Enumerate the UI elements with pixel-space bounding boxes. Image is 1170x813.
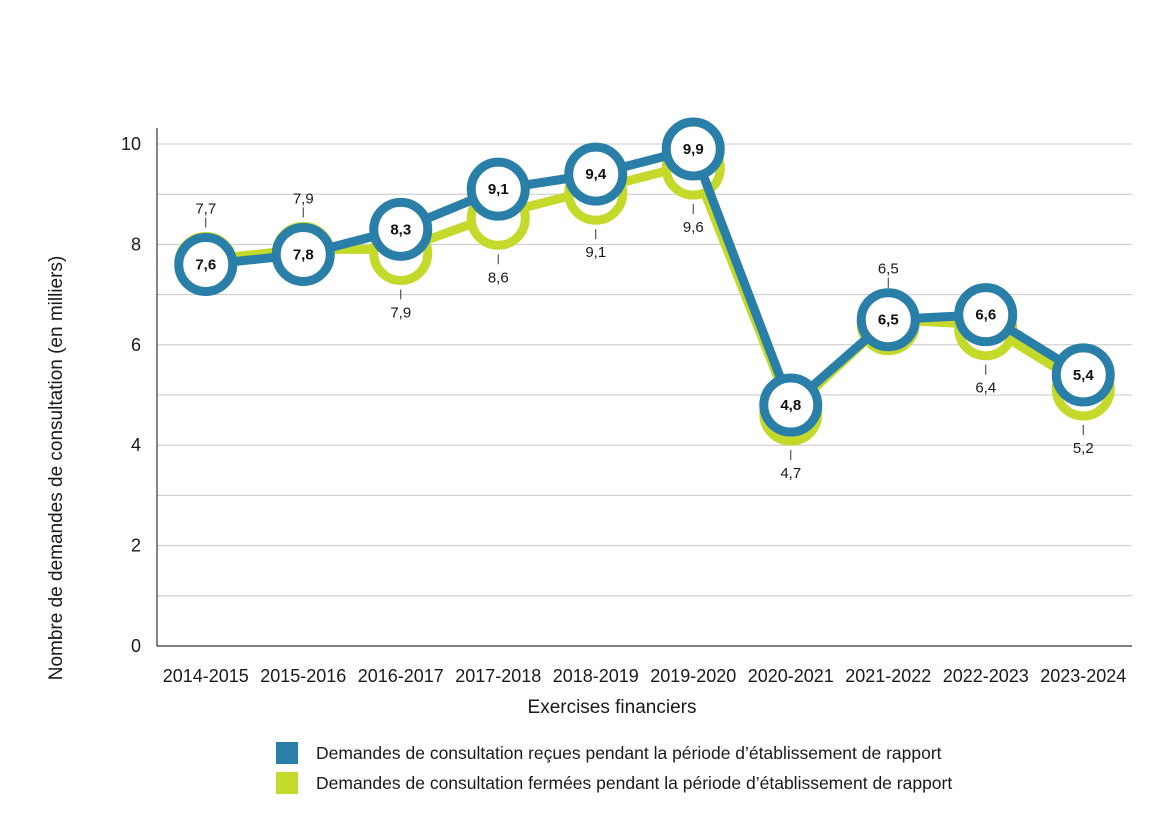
data-label-closed: 9,6 bbox=[683, 219, 704, 236]
data-label-closed: 9,1 bbox=[585, 244, 606, 261]
data-label-closed: 7,9 bbox=[293, 190, 314, 207]
y-tick-label: 0 bbox=[131, 636, 141, 656]
data-label-closed: 8,6 bbox=[488, 269, 509, 286]
legend-label-closed: Demandes de consultation fermées pendant… bbox=[316, 772, 953, 793]
data-label-closed: 6,5 bbox=[878, 261, 899, 278]
x-tick-label: 2023-2024 bbox=[1040, 666, 1126, 686]
marker-received bbox=[661, 117, 725, 181]
data-label-received: 5,4 bbox=[1073, 367, 1095, 384]
received-data-labels: 7,6 7,8 8,3 9,1 9,4 9,9 4,8 6,5 6,6 5,4 bbox=[195, 141, 1094, 414]
x-tick-label: 2018-2019 bbox=[553, 666, 639, 686]
x-tick-label: 2016-2017 bbox=[358, 666, 444, 686]
legend-item-received: Demandes de consultation reçues pendant … bbox=[276, 738, 952, 768]
data-label-received: 7,6 bbox=[195, 256, 216, 273]
data-label-received: 8,3 bbox=[390, 221, 411, 238]
x-tick-label: 2015-2016 bbox=[260, 666, 346, 686]
data-label-received: 7,8 bbox=[293, 246, 314, 263]
marker-received bbox=[271, 222, 335, 286]
legend-label-received: Demandes de consultation reçues pendant … bbox=[316, 742, 942, 763]
series-line-closed bbox=[205, 159, 1086, 415]
data-label-closed: 7,7 bbox=[195, 200, 216, 217]
marker-received bbox=[856, 288, 920, 352]
x-tick-label: 2014-2015 bbox=[163, 666, 249, 686]
x-tick-labels: 2014-2015 2015-2016 2016-2017 2017-2018 2018… bbox=[163, 666, 1127, 686]
y-tick-label: 6 bbox=[131, 335, 141, 355]
y-tick-label: 8 bbox=[131, 234, 141, 254]
x-tick-label: 2019-2020 bbox=[650, 666, 736, 686]
gridlines bbox=[157, 143, 1132, 597]
data-label-received: 6,6 bbox=[975, 307, 996, 324]
legend-swatch-received bbox=[276, 742, 298, 764]
marker-received bbox=[759, 373, 823, 437]
x-tick-label: 2022-2023 bbox=[943, 666, 1029, 686]
x-axis-title: Exercises financiers bbox=[528, 697, 697, 718]
legend-swatch-closed bbox=[276, 772, 298, 794]
y-tick-label: 10 bbox=[121, 134, 141, 154]
y-tick-label: 2 bbox=[131, 536, 141, 556]
data-label-closed: 5,2 bbox=[1073, 440, 1094, 457]
marker-received bbox=[466, 157, 530, 221]
data-label-received: 9,1 bbox=[488, 181, 509, 198]
marker-received bbox=[954, 283, 1018, 347]
data-label-closed: 6,4 bbox=[975, 380, 996, 397]
marker-received bbox=[369, 197, 433, 261]
legend-item-closed: Demandes de consultation fermées pendant… bbox=[276, 768, 952, 798]
closed-data-labels: 7,7 7,9 7,9 8,6 9,1 9,6 4,7 6,5 6,4 5,2 bbox=[195, 190, 1093, 482]
series-received bbox=[174, 117, 1115, 437]
marker-received bbox=[174, 232, 238, 296]
x-tick-label: 2021-2022 bbox=[845, 666, 931, 686]
data-label-received: 9,4 bbox=[585, 166, 607, 183]
series-line-received bbox=[205, 144, 1086, 410]
data-label-received: 6,5 bbox=[878, 312, 899, 329]
y-axis-title: Nombre de demandes de consultation (en m… bbox=[46, 256, 67, 681]
y-tick-labels: 0 2 4 6 8 10 bbox=[121, 134, 141, 656]
y-tick-label: 4 bbox=[131, 435, 141, 455]
data-label-received: 9,9 bbox=[683, 141, 704, 158]
marker-received bbox=[1051, 343, 1115, 407]
x-tick-label: 2017-2018 bbox=[455, 666, 541, 686]
data-label-closed: 4,7 bbox=[780, 465, 801, 482]
data-label-closed: 7,9 bbox=[390, 304, 411, 321]
marker-received bbox=[564, 142, 628, 206]
axes bbox=[156, 128, 1132, 647]
x-tick-label: 2020-2021 bbox=[748, 666, 834, 686]
data-label-received: 4,8 bbox=[780, 397, 801, 414]
legend: Demandes de consultation reçues pendant … bbox=[276, 738, 952, 798]
